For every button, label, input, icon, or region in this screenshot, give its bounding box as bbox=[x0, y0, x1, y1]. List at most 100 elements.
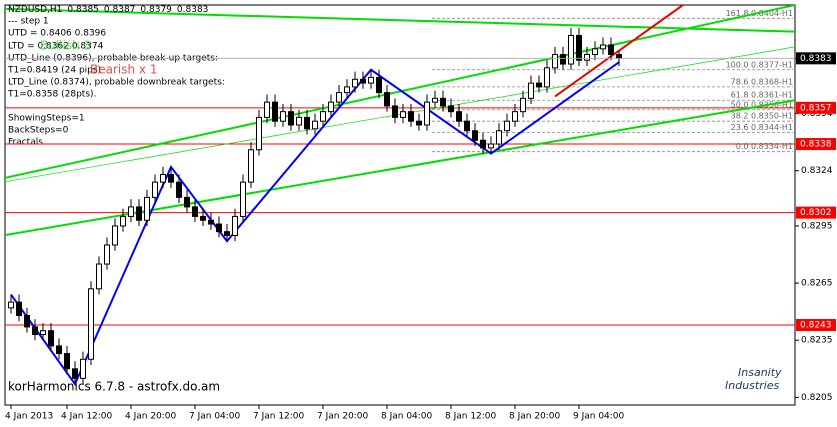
indicator-line bbox=[5, 7, 795, 33]
candle-body bbox=[208, 219, 214, 225]
candle-body bbox=[536, 82, 542, 88]
candle-body bbox=[392, 105, 398, 118]
candle-body bbox=[48, 330, 54, 347]
candle-body bbox=[344, 86, 350, 94]
title-part: 0.8379 bbox=[140, 5, 172, 15]
candle-body bbox=[520, 97, 526, 113]
candle-body bbox=[328, 101, 334, 113]
candle-body bbox=[240, 181, 246, 217]
candle-body bbox=[104, 244, 110, 265]
candle-body bbox=[376, 76, 382, 94]
info-line: T1=0.8419 (24 pips) bbox=[7, 66, 101, 76]
candle-body bbox=[600, 44, 606, 50]
candle-body bbox=[408, 111, 414, 122]
info-line: LTD_Line (0.8374), probable downbreak ta… bbox=[8, 78, 225, 88]
level-label: 0.8338 bbox=[800, 140, 832, 150]
x-tick-label: 9 Jan 04:00 bbox=[573, 412, 625, 422]
info-line: ShowingSteps=1 bbox=[8, 114, 85, 124]
candle-body bbox=[72, 368, 78, 379]
level-label: 0.8302 bbox=[800, 208, 832, 218]
candle-body bbox=[96, 263, 102, 290]
candle-body bbox=[480, 139, 486, 149]
candle-body bbox=[488, 143, 494, 149]
candle-body bbox=[32, 326, 38, 336]
candle-body bbox=[424, 101, 430, 126]
plot-frame bbox=[4, 4, 796, 406]
level-box bbox=[796, 206, 836, 219]
candle-body bbox=[448, 105, 454, 113]
candle-body bbox=[296, 116, 302, 126]
info-line: --- step 1 bbox=[8, 17, 49, 27]
candle-body bbox=[544, 67, 550, 88]
candle-body bbox=[360, 78, 366, 84]
candle-body bbox=[384, 92, 390, 107]
fib-label: 78.6 0.8368-H1 bbox=[731, 77, 793, 86]
candle-body bbox=[616, 54, 622, 59]
current-price-box bbox=[796, 52, 836, 65]
candle-body bbox=[64, 353, 70, 370]
fib-label: 61.8 0.8361-H1 bbox=[731, 91, 793, 100]
fib-label: 23.6 0.8344-H1 bbox=[731, 123, 793, 132]
candle-body bbox=[280, 111, 286, 122]
candle-body bbox=[176, 181, 182, 198]
y-tick-label: 0.8205 bbox=[801, 393, 833, 403]
info-line: Fractals bbox=[8, 138, 43, 148]
candle-body bbox=[304, 116, 310, 130]
candle-body bbox=[320, 111, 326, 122]
candle-body bbox=[40, 330, 46, 336]
candle-body bbox=[248, 149, 254, 183]
candle-body bbox=[584, 54, 590, 61]
fib-label: 38.2 0.8350-H1 bbox=[731, 112, 793, 121]
level-label: 0.8243 bbox=[800, 321, 832, 331]
level-box bbox=[796, 138, 836, 151]
x-tick-label: 8 Jan 12:00 bbox=[445, 412, 497, 422]
candle-body bbox=[136, 206, 142, 221]
indicator-line bbox=[5, 5, 795, 179]
candle-body bbox=[288, 111, 294, 126]
x-tick-label: 4 Jan 12:00 bbox=[61, 412, 113, 422]
candle-body bbox=[232, 215, 238, 236]
candle-body bbox=[440, 97, 446, 107]
candle-body bbox=[576, 34, 582, 61]
level-box bbox=[796, 319, 836, 331]
candle-body bbox=[144, 196, 150, 221]
indicator-line bbox=[5, 99, 795, 237]
candle-body bbox=[456, 111, 462, 122]
x-tick-label: 4 Jan 20:00 bbox=[125, 412, 177, 422]
candle-body bbox=[336, 92, 342, 103]
x-tick-label: 7 Jan 20:00 bbox=[317, 412, 369, 422]
candle-body bbox=[216, 223, 222, 233]
candle-body bbox=[400, 111, 406, 118]
candle-body bbox=[256, 116, 262, 151]
bullish-note: Bullish 3 bbox=[40, 39, 91, 53]
candle-body bbox=[552, 54, 558, 69]
info-line: UTD = 0.8406 0.8396 bbox=[8, 29, 106, 39]
candle-body bbox=[112, 225, 118, 246]
candle-body bbox=[168, 174, 174, 183]
candle-body bbox=[416, 120, 422, 126]
y-tick-label: 0.8265 bbox=[801, 279, 833, 289]
candle-body bbox=[192, 206, 198, 217]
candle-body bbox=[504, 120, 510, 132]
y-tick-label: 0.8324 bbox=[801, 166, 833, 176]
footer-text: korHarmonics 6.7.8 - astrofx.do.am bbox=[8, 380, 220, 394]
candle-body bbox=[472, 130, 478, 141]
candle-body bbox=[352, 78, 358, 88]
title-part: 0.8385 bbox=[67, 5, 99, 15]
title-part: 0.8387 bbox=[104, 5, 136, 15]
candle-body bbox=[224, 231, 230, 236]
candle-body bbox=[184, 196, 190, 208]
title-part: NZDUSD,H1 bbox=[8, 5, 62, 15]
candle-body bbox=[160, 174, 166, 183]
candle-body bbox=[560, 54, 566, 65]
info-line: T1=0.8358 (28pts). bbox=[7, 90, 96, 100]
candle-body bbox=[152, 181, 158, 198]
candle-body bbox=[496, 130, 502, 145]
candle-body bbox=[80, 358, 86, 379]
candle-body bbox=[88, 288, 94, 360]
candle-body bbox=[464, 120, 470, 132]
candle-body bbox=[200, 215, 206, 221]
candle-body bbox=[120, 215, 126, 227]
candle-body bbox=[568, 34, 574, 65]
